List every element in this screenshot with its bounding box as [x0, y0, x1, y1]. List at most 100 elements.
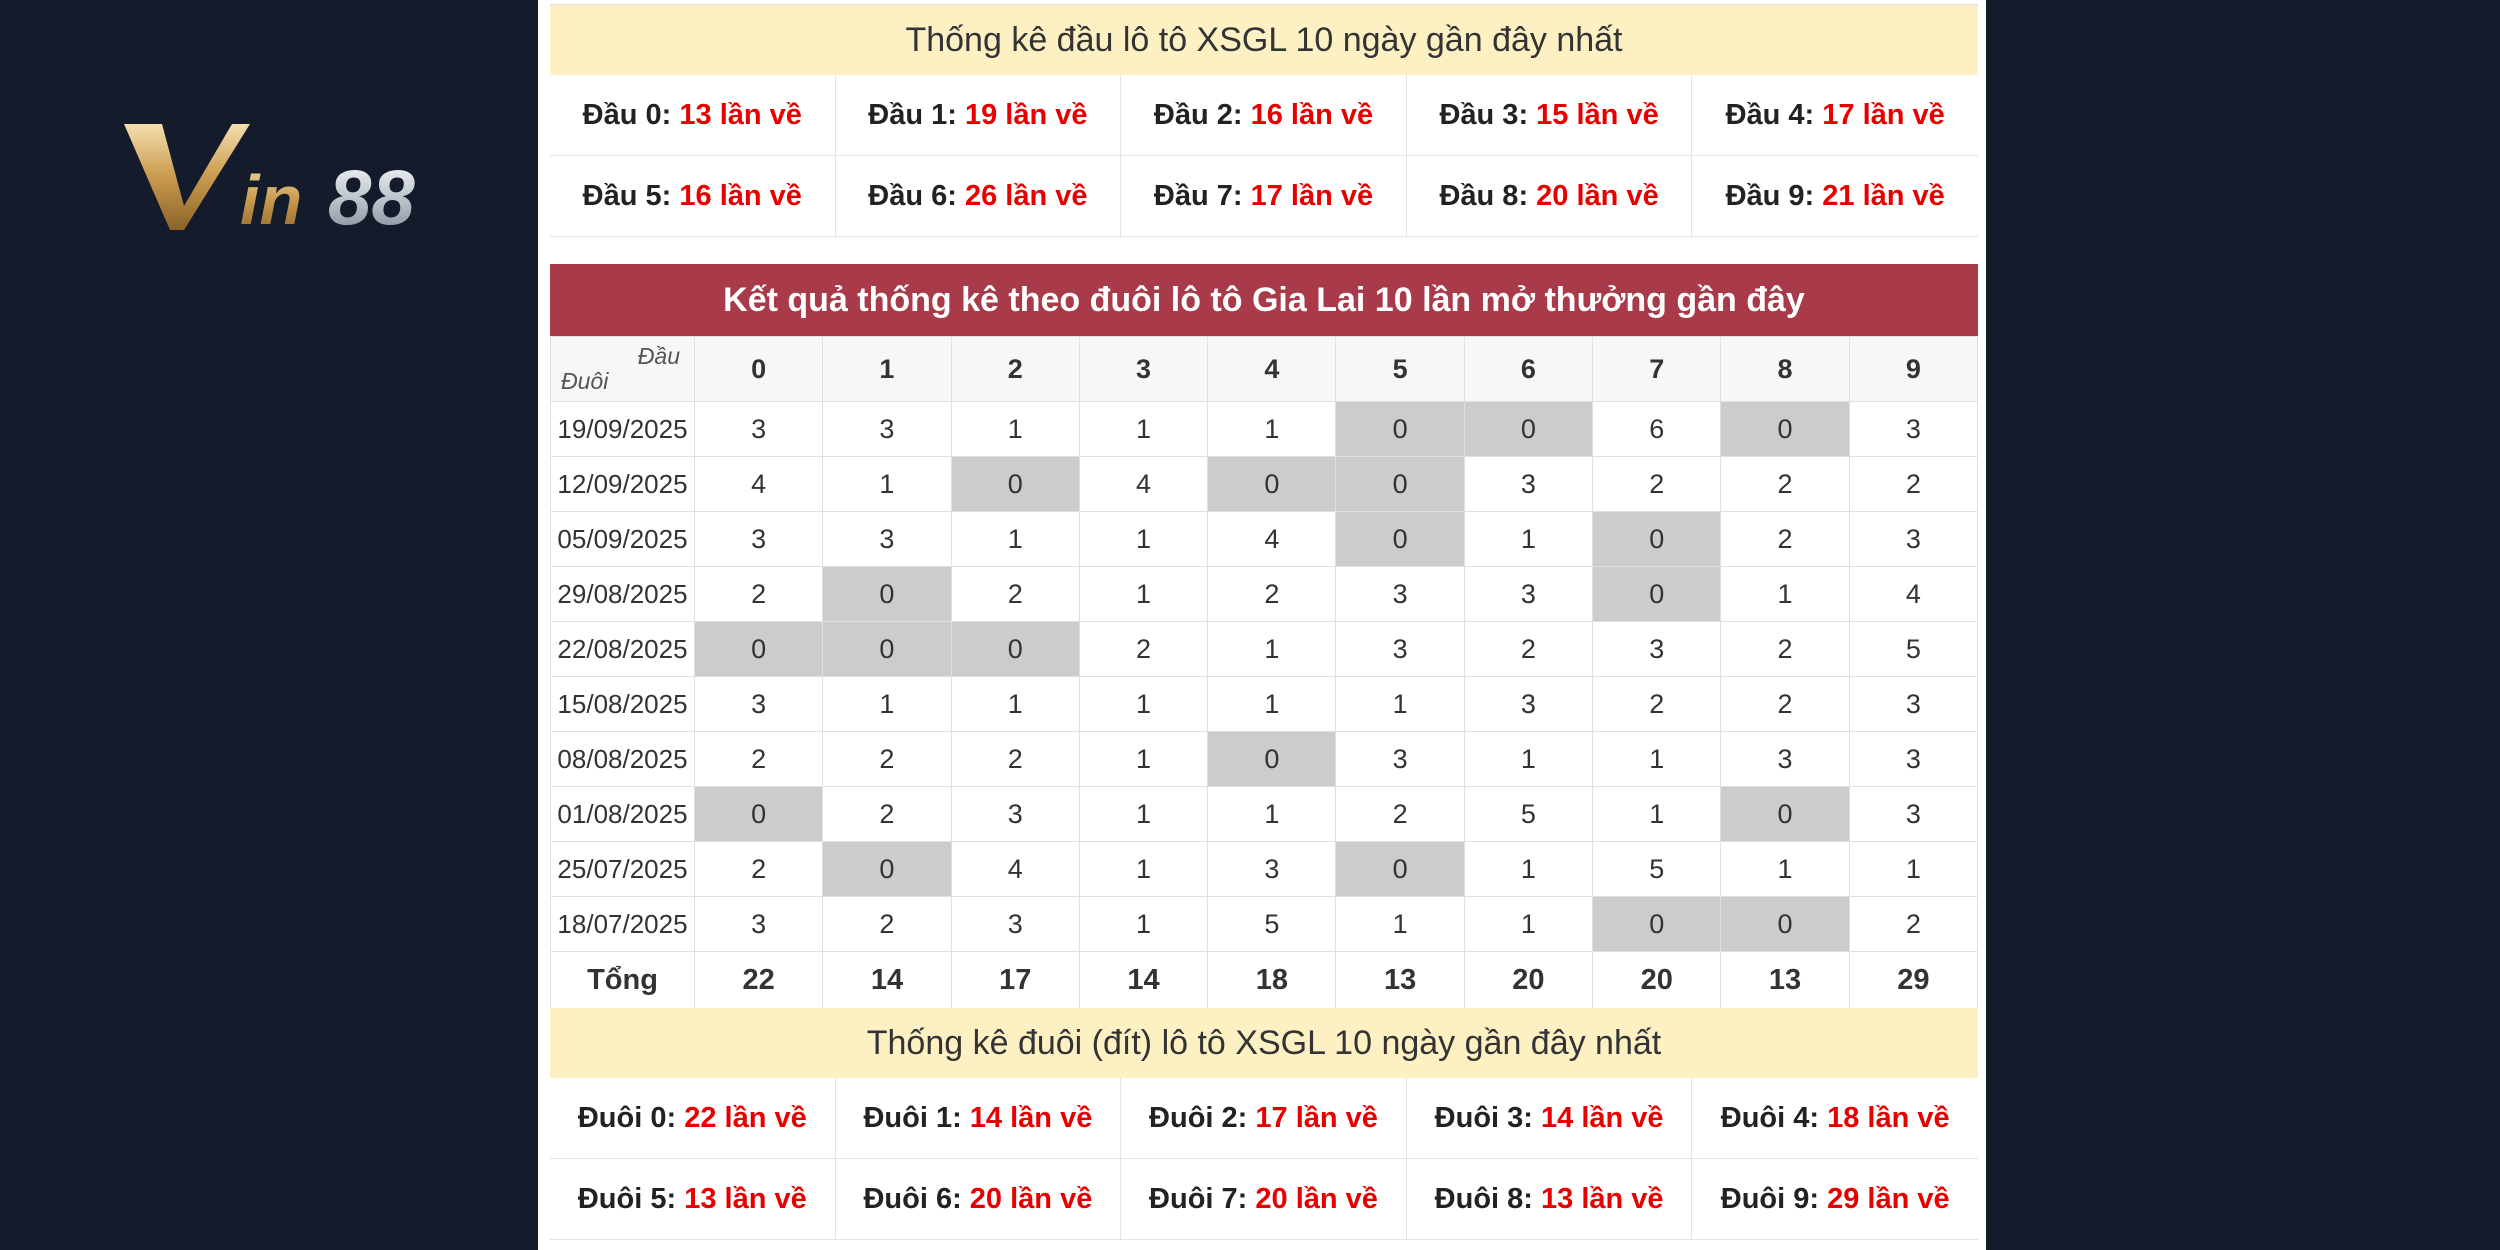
- dau-summary-item-label: Đầu 9:: [1725, 180, 1815, 212]
- count-cell: 1: [1207, 401, 1337, 457]
- total-cell: 17: [950, 951, 1080, 1009]
- count-cell: 1: [1335, 896, 1465, 952]
- corner-cell: Đầu Đuôi: [550, 336, 695, 402]
- count-cell: 2: [1592, 456, 1722, 512]
- count-cell: 0: [1335, 841, 1465, 897]
- count-cell: 3: [950, 896, 1080, 952]
- svg-text:in: in: [240, 161, 302, 236]
- count-cell: 1: [1078, 566, 1209, 622]
- content-panel: Thống kê đầu lô tô XSGL 10 ngày gần đây …: [538, 0, 1986, 1250]
- duoi-summary-item-label: Đuôi 3:: [1434, 1102, 1533, 1134]
- count-cell: 3: [1463, 456, 1594, 512]
- count-cell: 2: [822, 896, 952, 952]
- count-cell: 1: [1720, 841, 1850, 897]
- count-cell: 0: [1335, 511, 1465, 567]
- count-cell: 0: [693, 786, 824, 842]
- total-cell: 14: [822, 951, 952, 1009]
- duoi-summary-item-count: 20 lần về: [1255, 1183, 1378, 1215]
- duoi-summary-item-label: Đuôi 0:: [577, 1102, 677, 1134]
- duoi-summary-item-label: Đuôi 5:: [577, 1183, 677, 1215]
- count-cell: 2: [1335, 786, 1465, 842]
- count-cell: 0: [1592, 511, 1722, 567]
- duoi-summary-item-count: 14 lần về: [1541, 1102, 1664, 1134]
- total-cell: 20: [1592, 951, 1722, 1009]
- table-row: 18/07/2025 3 2 3 1 5 1 1 0 0 2: [550, 896, 1979, 952]
- column-header-7: 7: [1592, 336, 1722, 402]
- count-cell: 4: [1078, 456, 1209, 512]
- table-row: 05/09/2025 3 3 1 1 4 0 1 0 2 3: [550, 511, 1979, 567]
- table-row: 15/08/2025 3 1 1 1 1 1 3 2 2 3: [550, 676, 1979, 732]
- duoi-table-title: Kết quả thống kê theo đuôi lô tô Gia Lai…: [550, 264, 1978, 336]
- duoi-summary-item-9: Đuôi 9: 29 lần về: [1692, 1159, 1978, 1240]
- count-cell: 1: [1078, 401, 1209, 457]
- count-cell: 2: [693, 566, 824, 622]
- duoi-summary-item-label: Đuôi 9:: [1720, 1183, 1820, 1215]
- dau-summary-item-label: Đầu 6:: [868, 180, 957, 212]
- duoi-summary-item-3: Đuôi 3: 14 lần về: [1406, 1078, 1693, 1159]
- count-cell: 0: [1592, 896, 1722, 952]
- duoi-summary-item-count: 29 lần về: [1827, 1183, 1950, 1215]
- count-cell: 2: [950, 566, 1080, 622]
- duoi-summary-item-label: Đuôi 7:: [1149, 1183, 1248, 1215]
- dau-summary-item-count: 26 lần về: [964, 180, 1088, 212]
- duoi-summary-item-count: 13 lần về: [1541, 1183, 1664, 1215]
- count-cell: 1: [1078, 676, 1209, 732]
- dau-summary-item-8: Đầu 8: 20 lần về: [1406, 156, 1693, 237]
- count-cell: 1: [1078, 511, 1209, 567]
- count-cell: 1: [950, 401, 1080, 457]
- count-cell: 3: [1848, 401, 1979, 457]
- count-cell: 2: [1463, 621, 1594, 677]
- svg-text:88: 88: [328, 153, 415, 236]
- count-cell: 3: [1592, 621, 1722, 677]
- count-cell: 3: [1848, 786, 1979, 842]
- corner-dau-label: Đầu: [637, 343, 680, 369]
- count-cell: 4: [950, 841, 1080, 897]
- row-date: 22/08/2025: [550, 621, 695, 677]
- count-cell: 2: [1720, 676, 1850, 732]
- count-cell: 0: [1335, 456, 1465, 512]
- column-header-3: 3: [1078, 336, 1209, 402]
- count-cell: 2: [1592, 676, 1722, 732]
- count-cell: 1: [1720, 566, 1850, 622]
- dau-summary-item-4: Đầu 4: 17 lần về: [1692, 75, 1978, 156]
- count-cell: 3: [822, 511, 952, 567]
- table-row: 12/09/2025 4 1 0 4 0 0 3 2 2 2: [550, 456, 1979, 512]
- count-cell: 3: [1207, 841, 1337, 897]
- count-cell: 0: [1463, 401, 1594, 457]
- count-cell: 0: [1207, 456, 1337, 512]
- row-date: 08/08/2025: [550, 731, 695, 787]
- duoi-summary-item-7: Đuôi 7: 20 lần về: [1121, 1159, 1407, 1240]
- count-cell: 1: [1207, 621, 1337, 677]
- dau-summary-box: Thống kê đầu lô tô XSGL 10 ngày gần đây …: [550, 5, 1978, 237]
- dau-summary-item-count: 21 lần về: [1822, 180, 1945, 212]
- column-header-6: 6: [1463, 336, 1594, 402]
- dau-summary-item-label: Đầu 2:: [1153, 99, 1243, 131]
- total-cell: 13: [1720, 951, 1850, 1009]
- count-cell: 3: [1335, 731, 1465, 787]
- row-date: 15/08/2025: [550, 676, 695, 732]
- dau-summary-item-count: 19 lần về: [964, 99, 1088, 131]
- count-cell: 2: [822, 731, 952, 787]
- count-cell: 3: [1335, 566, 1465, 622]
- column-header-1: 1: [822, 336, 952, 402]
- duoi-summary-item-count: 13 lần về: [684, 1183, 807, 1215]
- table-row: 08/08/2025 2 2 2 1 0 3 1 1 3 3: [550, 731, 1979, 787]
- dau-summary-item-label: Đầu 7:: [1153, 180, 1243, 212]
- count-cell: 3: [1463, 566, 1594, 622]
- count-cell: 3: [693, 896, 824, 952]
- total-row: Tổng 22 14 17 14 18 13 20 20 13 29: [550, 951, 1979, 1009]
- total-cell: 18: [1207, 951, 1337, 1009]
- dau-summary-item-count: 13 lần về: [679, 99, 802, 131]
- count-cell: 5: [1592, 841, 1722, 897]
- duoi-summary-item-2: Đuôi 2: 17 lần về: [1121, 1078, 1407, 1159]
- total-cell: 29: [1848, 951, 1979, 1009]
- dau-summary-item-7: Đầu 7: 17 lần về: [1121, 156, 1407, 237]
- duoi-summary-item-count: 17 lần về: [1255, 1102, 1378, 1134]
- count-cell: 3: [1848, 676, 1979, 732]
- row-date: 18/07/2025: [550, 896, 695, 952]
- duoi-summary-caption: Thống kê đuôi (đít) lô tô XSGL 10 ngày g…: [550, 1008, 1978, 1078]
- count-cell: 5: [1848, 621, 1979, 677]
- count-cell: 5: [1463, 786, 1594, 842]
- dau-summary-item-label: Đầu 1:: [868, 99, 957, 131]
- duoi-summary-item-count: 20 lần về: [969, 1183, 1093, 1215]
